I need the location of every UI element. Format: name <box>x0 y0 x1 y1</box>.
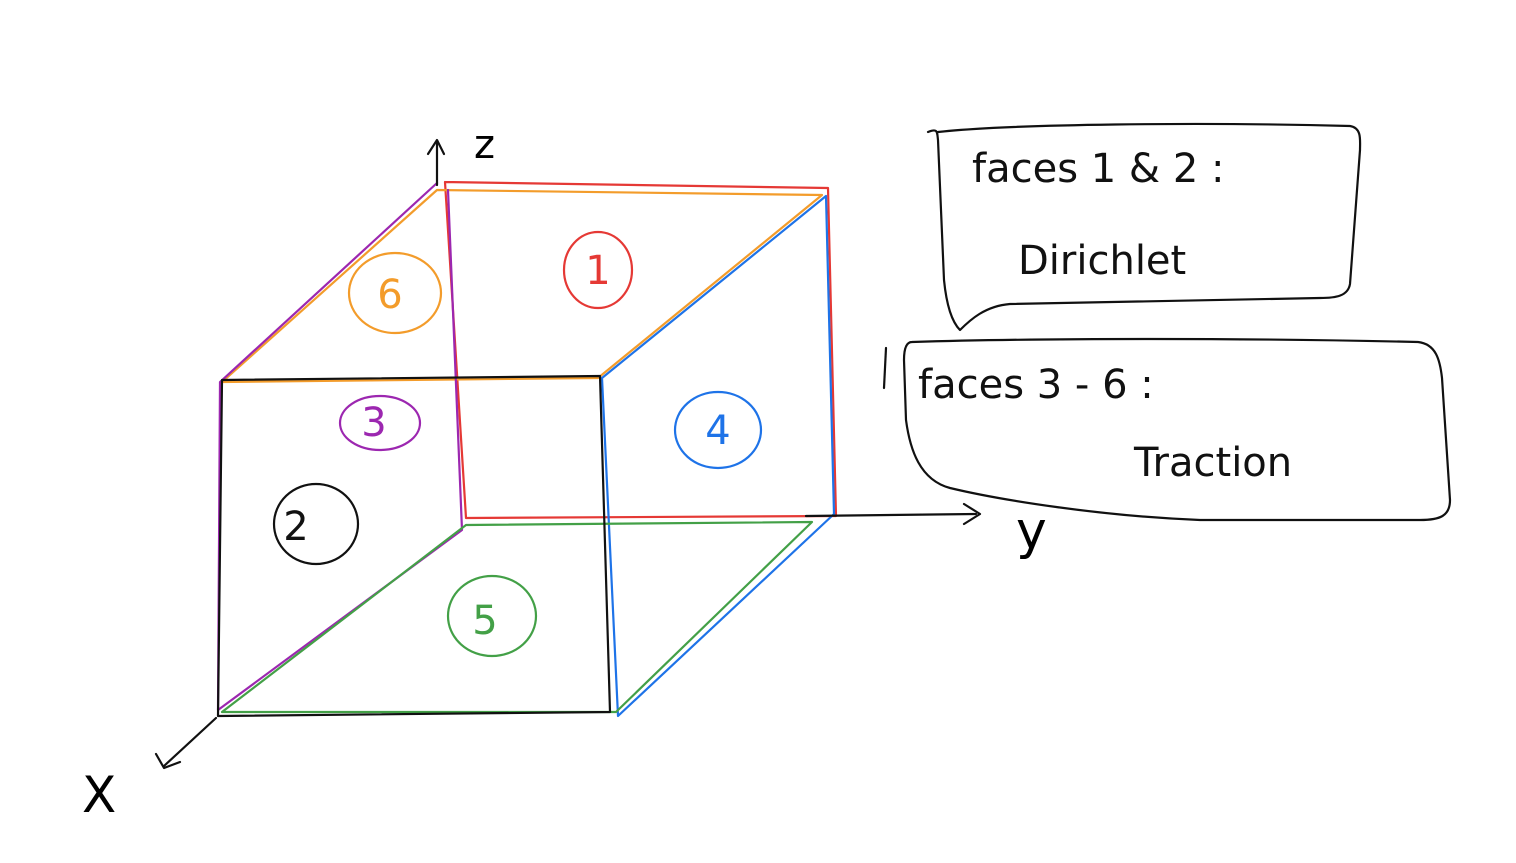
z-axis-label: z <box>474 122 495 168</box>
face-3-number: 3 <box>361 400 386 446</box>
x-axis <box>154 716 218 770</box>
face-1-number: 1 <box>585 248 610 294</box>
traction-note-line2: Traction <box>1133 440 1292 486</box>
face-2-marker: 2 <box>272 482 360 566</box>
face-5-number: 5 <box>472 598 497 644</box>
traction-note-line1: faces 3 - 6 : <box>918 362 1154 408</box>
face-6-marker: 6 <box>347 251 443 335</box>
face-4-edges <box>600 194 836 718</box>
face-3-marker: 3 <box>338 394 422 452</box>
x-axis-label: X <box>82 766 116 824</box>
dirichlet-note-line1: faces 1 & 2 : <box>972 146 1224 192</box>
face-5-edges <box>220 520 814 714</box>
y-axis <box>804 502 982 526</box>
z-axis <box>426 138 446 187</box>
face-4-marker: 4 <box>673 390 763 470</box>
dirichlet-note-line2: Dirichlet <box>1018 238 1186 284</box>
face-4-number: 4 <box>705 408 730 454</box>
traction-note: faces 3 - 6 : Traction <box>882 337 1452 522</box>
y-axis-label: y <box>1016 501 1047 561</box>
face-2-edges <box>216 374 612 718</box>
face-6-edges <box>220 188 824 384</box>
face-1-marker: 1 <box>562 230 634 310</box>
face-2-number: 2 <box>283 504 308 550</box>
dirichlet-note: faces 1 & 2 : Dirichlet <box>926 122 1362 332</box>
face-6-number: 6 <box>377 272 402 318</box>
face-5-marker: 5 <box>446 574 538 658</box>
